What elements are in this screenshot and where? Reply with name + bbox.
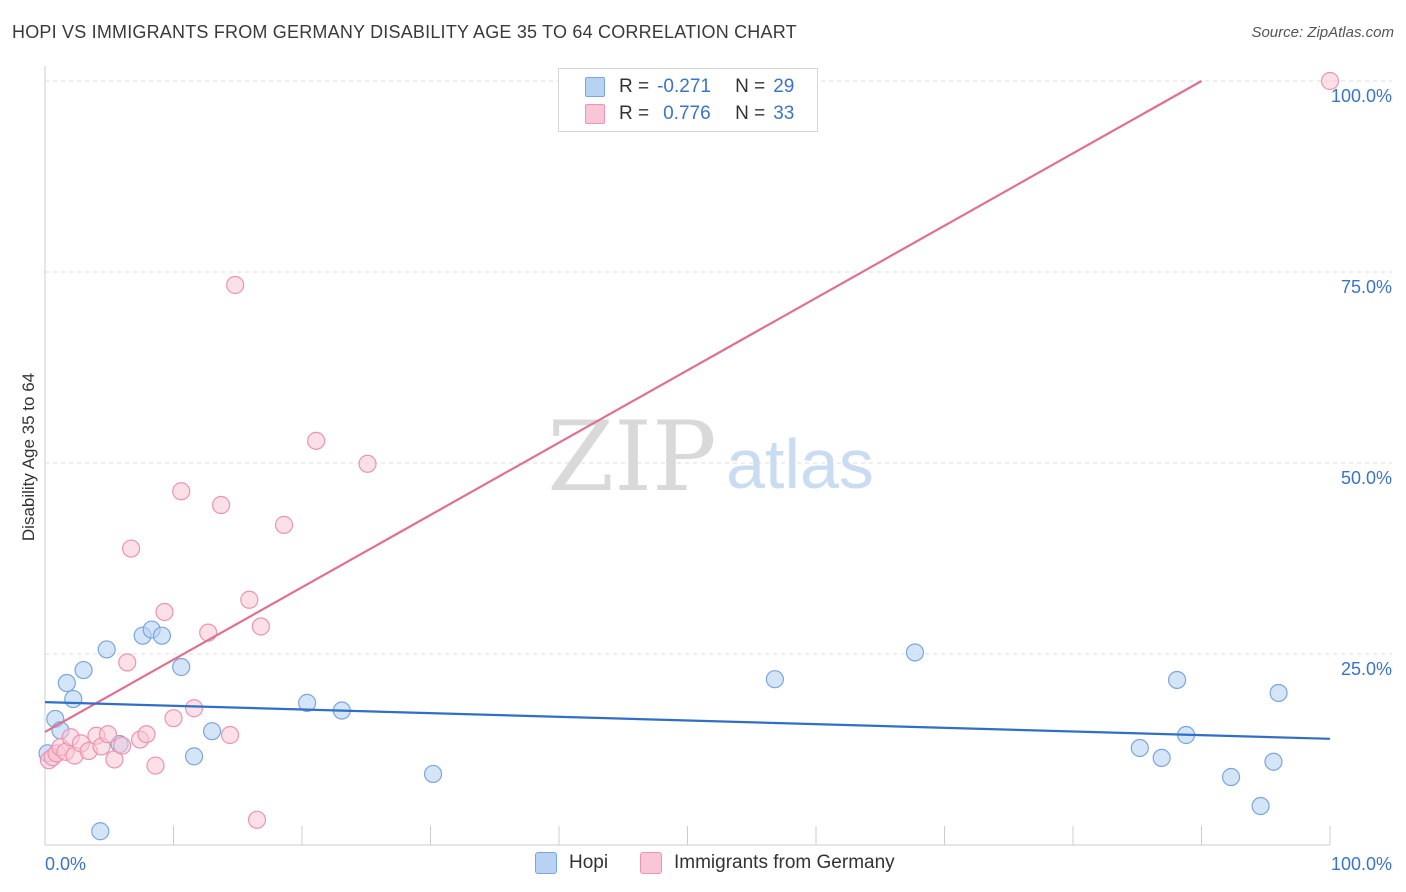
germany-point: [240, 590, 259, 609]
legend-item-hopi: Hopi: [535, 852, 608, 874]
hopi-legend-label: Hopi: [569, 852, 609, 873]
y-tick-label-100: 100.0%: [1331, 86, 1392, 106]
hopi-point: [1264, 752, 1283, 771]
germany-point: [112, 736, 132, 755]
watermark-zip: ZIP: [547, 401, 716, 513]
x-tick-label-max: 100.0%: [1331, 854, 1392, 874]
gridlines: [45, 80, 1392, 655]
germany-point: [211, 495, 231, 515]
germany-point: [199, 623, 218, 642]
correlation-legend: R = -0.271 N = 29 R = 0.776 N = 33: [558, 68, 818, 132]
hopi-point: [172, 657, 191, 677]
germany-series: [39, 71, 1340, 829]
hopi-point: [64, 689, 83, 709]
germany-point: [105, 750, 124, 769]
x-tick-label-min: 0.0%: [45, 854, 86, 874]
legend-item-germany: Immigrants from Germany: [640, 852, 895, 874]
hopi-point: [1167, 670, 1187, 690]
hopi-point: [1221, 767, 1241, 787]
germany-n-label: N =: [735, 103, 766, 124]
germany-point: [226, 275, 245, 295]
germany-point: [251, 617, 270, 636]
legend-row-germany: R = 0.776 N = 33: [585, 102, 794, 126]
germany-point: [121, 539, 141, 558]
hopi-point: [57, 673, 76, 693]
hopi-point: [184, 747, 204, 766]
germany-point: [137, 725, 156, 744]
hopi-point: [423, 764, 443, 784]
germany-trend-line: [44, 80, 1203, 733]
germany-point: [155, 602, 174, 622]
germany-r-label: R =: [619, 103, 650, 124]
hopi-r-value: -0.271: [657, 76, 711, 97]
germany-point: [274, 515, 294, 534]
hopi-point: [152, 626, 172, 645]
y-tick-label-50: 50.0%: [1341, 468, 1392, 488]
hopi-point: [298, 693, 317, 712]
watermark: ZIP atlas: [547, 401, 874, 513]
y-tick-label-75: 75.0%: [1341, 277, 1392, 297]
hopi-point: [97, 640, 116, 659]
legend-row-hopi: R = -0.271 N = 29: [585, 75, 794, 99]
germany-r-value: 0.776: [663, 103, 711, 124]
axes: [44, 66, 1331, 846]
hopi-point: [91, 822, 110, 841]
y-tick-labels: 25.0% 50.0% 75.0% 100.0%: [1331, 86, 1392, 679]
hopi-point: [765, 670, 784, 689]
series-legend: Hopi Immigrants from Germany: [0, 852, 1406, 878]
germany-point: [220, 725, 240, 745]
hopi-point: [1251, 796, 1270, 816]
chart-title: HOPI VS IMMIGRANTS FROM GERMANY DISABILI…: [12, 22, 797, 42]
germany-legend-label: Immigrants from Germany: [674, 852, 895, 873]
germany-point: [146, 756, 165, 775]
hopi-trend-line: [44, 701, 1331, 740]
hopi-point: [1152, 748, 1171, 768]
hopi-point: [202, 722, 222, 741]
hopi-legend-swatch: [535, 852, 557, 874]
hopi-point: [1269, 683, 1288, 703]
germany-swatch: [585, 104, 605, 124]
germany-point: [184, 699, 204, 718]
source-label: Source: ZipAtlas.com: [1251, 24, 1394, 41]
watermark-atlas: atlas: [726, 425, 874, 503]
germany-legend-swatch: [640, 852, 662, 874]
y-tick-label-25: 25.0%: [1341, 659, 1392, 679]
germany-point: [118, 653, 137, 672]
hopi-swatch: [585, 77, 605, 97]
germany-point: [358, 454, 377, 473]
germany-point: [172, 482, 191, 501]
x-tick-labels: 0.0% 100.0%: [45, 854, 1392, 874]
germany-point: [307, 431, 326, 450]
hopi-point: [1130, 738, 1149, 758]
germany-n-value: 33: [773, 103, 795, 124]
germany-point: [1320, 71, 1340, 91]
hopi-n-label: N =: [735, 76, 766, 97]
germany-point: [164, 709, 183, 728]
germany-point: [247, 810, 267, 829]
germany-point: [98, 725, 118, 744]
y-axis-label: Disability Age 35 to 64: [19, 373, 38, 541]
hopi-point: [74, 660, 93, 680]
hopi-n-value: 29: [773, 76, 795, 97]
hopi-point: [905, 643, 925, 662]
trend-lines: [44, 80, 1331, 740]
hopi-r-label: R =: [619, 76, 650, 97]
